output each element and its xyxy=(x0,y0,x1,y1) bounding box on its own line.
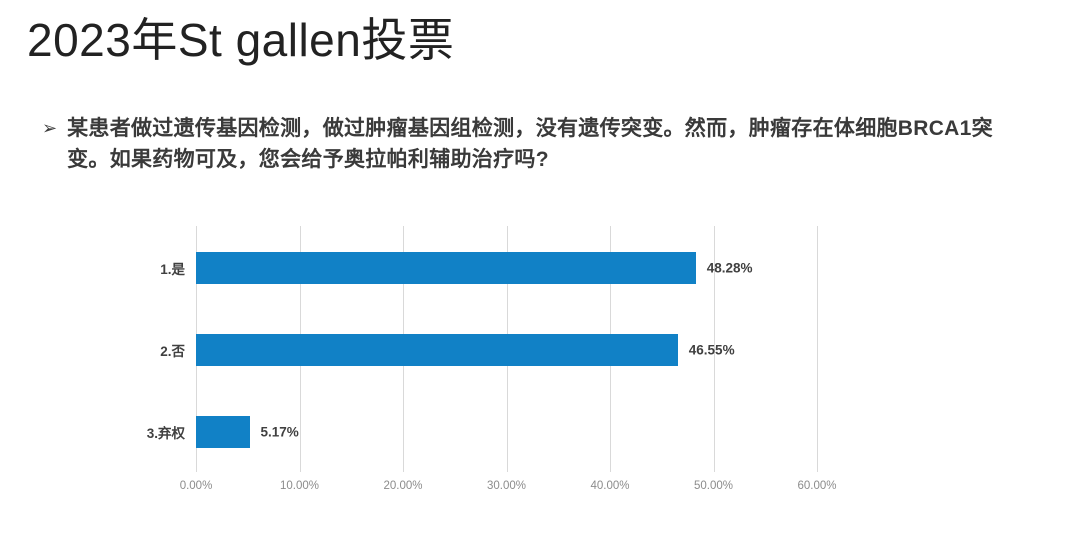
bar-value-label: 5.17% xyxy=(260,424,299,440)
bar-1.是 xyxy=(196,252,696,284)
question-text-line-2: 变。如果药物可及，您会给予奥拉帕利辅助治疗吗? xyxy=(67,148,549,171)
x-axis-tick-label: 40.00% xyxy=(590,480,630,492)
bar-2.否 xyxy=(196,334,678,366)
question-text-line-1: 某患者做过遗传基因检测，做过肿瘤基因组检测，没有遗传突变。然而，肿瘤存在体细胞B… xyxy=(67,117,993,140)
bar-3.弃权 xyxy=(196,416,250,448)
category-label: 3.弃权 xyxy=(146,426,185,441)
bar-value-label: 48.28% xyxy=(706,260,753,276)
question-text: 某患者做过遗传基因检测，做过肿瘤基因组检测，没有遗传突变。然而，肿瘤存在体细胞B… xyxy=(67,113,993,175)
x-axis-tick-label: 30.00% xyxy=(486,480,527,492)
category-label: 1.是 xyxy=(160,262,185,277)
x-axis-tick-label: 20.00% xyxy=(383,480,423,492)
x-axis-tick-label: 60.00% xyxy=(797,480,837,492)
x-axis-tick-label: 10.00% xyxy=(279,480,320,492)
bar-chart-plot-area: 0.00% 10.00% 20.00% 30.00% 40.00% 50.00% 60.00… xyxy=(147,226,837,492)
arrow-bullet-icon: ➢ xyxy=(42,118,58,138)
category-label: 2.否 xyxy=(160,344,185,359)
gridline xyxy=(817,226,818,472)
bar-value-label: 46.55% xyxy=(688,342,735,358)
page-title: 2023年St gallen投票 xyxy=(27,14,455,66)
question-bullet-block: ➢ 某患者做过遗传基因检测，做过肿瘤基因组检测，没有遗传突变。然而，肿瘤存在体细… xyxy=(42,113,993,175)
gridline xyxy=(713,226,715,472)
x-axis-tick-label: 0.00% xyxy=(179,480,213,492)
x-axis-tick-label: 50.00% xyxy=(693,480,734,492)
